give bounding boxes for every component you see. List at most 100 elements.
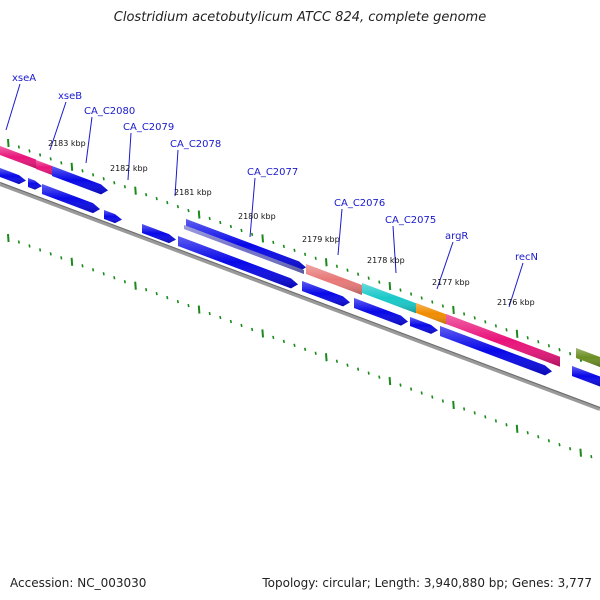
cds-1[interactable] xyxy=(0,168,26,185)
minor-tick-mark xyxy=(293,343,296,347)
kbp-tick-marks xyxy=(7,138,593,459)
cds-9[interactable] xyxy=(410,317,438,334)
callout-line xyxy=(85,116,93,164)
minor-tick-mark xyxy=(219,315,222,320)
callout-line xyxy=(249,177,256,238)
gene-CA_C2075-bar[interactable] xyxy=(362,283,416,314)
major-tick-mark xyxy=(388,377,392,386)
callout-line xyxy=(5,83,21,131)
kbp-label: 2179 kbp xyxy=(302,235,340,244)
minor-tick-mark xyxy=(229,319,232,324)
cds-7-shade xyxy=(302,281,350,307)
minor-tick-mark xyxy=(60,161,63,165)
minor-tick-mark xyxy=(357,367,360,371)
minor-tick-mark xyxy=(494,324,497,328)
gene-CA_C2077-bar[interactable] xyxy=(186,219,306,272)
gene-CA_C2077-highlight[interactable] xyxy=(184,225,304,274)
minor-tick-mark xyxy=(39,153,42,157)
minor-tick-mark xyxy=(166,200,169,205)
gene-label-CA_C2075: CA_C2075 xyxy=(385,215,436,226)
gene-label-CA_C2077: CA_C2077 xyxy=(247,167,298,178)
genome-title: Clostridium acetobutylicum ATCC 824, com… xyxy=(113,10,487,25)
gene-CA_C2080-bar[interactable] xyxy=(52,166,108,195)
minor-tick-mark xyxy=(251,327,254,332)
minor-tick-mark xyxy=(558,443,561,447)
cds-3[interactable] xyxy=(42,184,100,214)
cds-1-shade xyxy=(0,168,26,185)
cds-2[interactable] xyxy=(28,178,42,190)
cds-7[interactable] xyxy=(302,281,350,307)
minor-tick-mark xyxy=(505,423,508,427)
minor-tick-mark xyxy=(113,181,116,185)
cds-4-shade xyxy=(104,210,122,224)
major-tick-mark xyxy=(325,353,328,362)
gene-xseB-bar-shade xyxy=(36,160,52,175)
minor-tick-mark xyxy=(431,395,434,399)
minor-tick-mark xyxy=(81,169,84,173)
minor-tick-mark xyxy=(441,399,444,403)
gene-next-bar-shade xyxy=(576,348,600,367)
minor-tick-mark xyxy=(537,340,540,344)
backbone-edge xyxy=(0,182,600,408)
cds-8[interactable] xyxy=(354,298,408,326)
gene-label-argR: argR xyxy=(445,231,468,242)
gene-CA_C2076-bar[interactable] xyxy=(306,264,362,295)
minor-tick-mark xyxy=(49,252,52,256)
genome-backbone xyxy=(0,182,600,411)
gene-features[interactable] xyxy=(0,146,600,387)
gene-xseB-bar[interactable] xyxy=(36,160,52,175)
cds-5[interactable] xyxy=(142,224,176,244)
minor-tick-mark xyxy=(92,173,95,177)
cds-10[interactable] xyxy=(440,326,552,376)
gene-label-CA_C2079: CA_C2079 xyxy=(123,122,174,133)
gene-next-bar[interactable] xyxy=(576,348,600,367)
accession-label: Accession: NC_003030 xyxy=(10,576,147,590)
callout-line xyxy=(392,225,397,274)
backbone-line xyxy=(0,182,600,411)
major-tick-mark xyxy=(197,210,201,219)
cds-6[interactable] xyxy=(178,236,298,289)
callout-line xyxy=(436,241,454,290)
gene-xseA-bar[interactable] xyxy=(0,146,36,169)
minor-tick-mark xyxy=(420,296,423,300)
minor-tick-mark xyxy=(81,264,84,268)
gene-label-xseA: xseA xyxy=(12,73,36,84)
gene-label-CA_C2076: CA_C2076 xyxy=(334,198,385,209)
minor-tick-mark xyxy=(176,204,179,209)
cds-10-shade xyxy=(440,326,552,376)
kbp-label: 2176 kbp xyxy=(497,298,535,307)
major-tick-mark xyxy=(7,138,10,148)
minor-tick-mark xyxy=(463,407,466,411)
genome-summary: Topology: circular; Length: 3,940,880 bp… xyxy=(262,576,592,590)
minor-tick-mark xyxy=(176,299,179,304)
minor-tick-mark xyxy=(208,311,211,316)
gene-recN-bar[interactable] xyxy=(446,314,560,367)
gene-label-recN: recN xyxy=(515,252,538,263)
minor-tick-mark xyxy=(441,304,444,308)
minor-tick-mark xyxy=(569,447,572,451)
kbp-label: 2181 kbp xyxy=(174,188,212,197)
minor-tick-mark xyxy=(304,252,307,256)
gene-argR-bar-shade xyxy=(416,303,446,325)
minor-tick-mark xyxy=(282,339,285,344)
callout-line xyxy=(49,101,67,151)
minor-tick-mark xyxy=(293,248,296,252)
minor-tick-mark xyxy=(17,145,20,149)
gene-argR-bar[interactable] xyxy=(416,303,446,325)
minor-tick-mark xyxy=(367,371,370,375)
kbp-label: 2182 kbp xyxy=(110,164,148,173)
minor-tick-mark xyxy=(314,256,317,260)
major-tick-mark xyxy=(261,234,264,243)
minor-tick-mark xyxy=(399,288,402,292)
cds-11[interactable] xyxy=(572,366,600,387)
minor-tick-mark xyxy=(335,359,338,363)
cds-3-shade xyxy=(42,184,100,214)
kbp-label: 2180 kbp xyxy=(238,212,276,221)
cds-4[interactable] xyxy=(104,210,122,224)
minor-tick-mark xyxy=(431,300,434,304)
minor-tick-mark xyxy=(357,272,360,276)
minor-tick-mark xyxy=(314,351,317,355)
minor-tick-mark xyxy=(410,387,413,391)
minor-tick-mark xyxy=(335,264,338,268)
